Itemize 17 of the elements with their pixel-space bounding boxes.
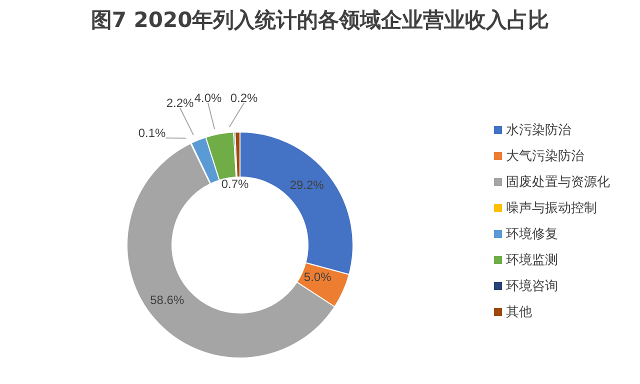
legend-label: 水污染防治 [506,123,571,138]
data-label: 0.1% [138,126,166,140]
legend-label: 环境修复 [506,227,558,242]
legend-label: 噪声与振动控制 [506,201,597,216]
data-label: 5.0% [304,270,332,284]
data-label: 0.7% [221,177,249,191]
data-label: 58.6% [150,292,184,307]
legend-label: 环境监测 [506,253,558,268]
legend-label: 固废处置与资源化 [506,175,610,190]
data-label: 4.0% [194,91,222,105]
legend-label: 大气污染防治 [506,149,584,164]
legend-label: 环境咨询 [506,279,558,294]
data-label: 0.2% [230,91,258,105]
chart-title: 图7 2020年列入统计的各领域企业营业收入占比 [90,7,550,34]
legend-label: 其他 [506,305,532,320]
data-label: 2.2% [166,96,194,110]
data-label: 29.2% [290,178,324,192]
